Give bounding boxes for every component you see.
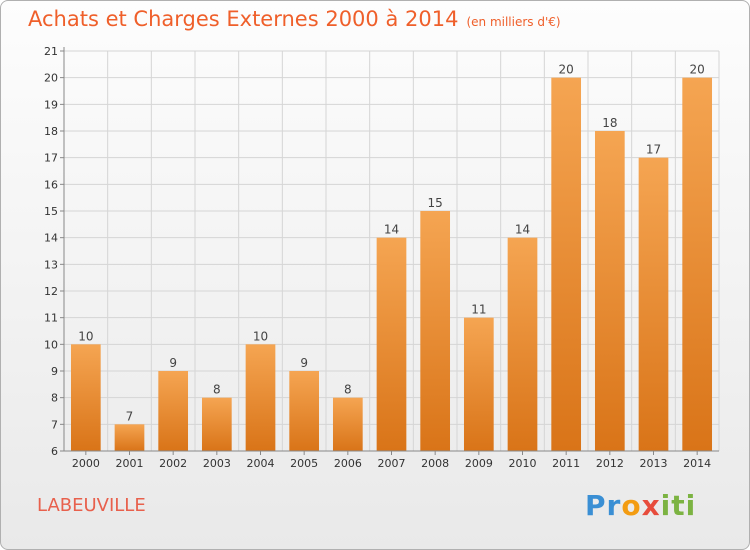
y-tick-label: 19	[44, 98, 58, 111]
value-label-2000: 10	[78, 329, 93, 343]
bar-2001	[114, 424, 145, 451]
bar-2012	[594, 131, 625, 451]
brand-letter: r	[606, 489, 622, 522]
brand-letter: i	[685, 489, 697, 522]
y-tick-label: 14	[44, 232, 58, 245]
chart-title-text: Achats et Charges Externes 2000 à 2014	[28, 7, 459, 31]
value-label-2005: 9	[300, 356, 308, 370]
x-tick-label-2006: 2006	[334, 457, 362, 470]
bar-2004	[245, 344, 276, 451]
axis-layer: 6 7 8 9 10 11 12 13 14 15 16 17 18 19 20 21 2000 2001 2002…	[44, 45, 719, 470]
x-tick-label-2009: 2009	[465, 457, 493, 470]
value-label-2001: 7	[126, 409, 134, 423]
value-label-2006: 8	[344, 383, 352, 397]
brand-letter: i	[660, 489, 672, 522]
y-tick-label: 8	[51, 392, 58, 405]
bar-2003	[201, 397, 232, 451]
y-tick-label: 18	[44, 125, 58, 138]
y-tick-label: 17	[44, 152, 58, 165]
y-tick-label: 21	[44, 45, 58, 58]
chart-subtitle: (en milliers d'€)	[466, 15, 561, 29]
value-label-2008: 15	[428, 196, 443, 210]
y-tick-label: 20	[44, 72, 58, 85]
y-tick-label: 9	[51, 365, 58, 378]
brand-logo: Proxiti	[585, 489, 696, 522]
value-label-2010: 14	[515, 223, 530, 237]
x-tick-label-2000: 2000	[72, 457, 100, 470]
value-label-2002: 9	[169, 356, 177, 370]
brand-letter: t	[671, 489, 686, 522]
x-tick-label-2004: 2004	[247, 457, 275, 470]
value-label-2004: 10	[253, 329, 268, 343]
x-tick-label-2001: 2001	[116, 457, 144, 470]
bar-2014	[682, 77, 713, 452]
x-tick-label-2013: 2013	[640, 457, 668, 470]
y-tick-label: 16	[44, 178, 58, 191]
x-tick-label-2011: 2011	[552, 457, 580, 470]
x-tick-label-2008: 2008	[421, 457, 449, 470]
y-tick-label: 7	[51, 418, 58, 431]
brand-letter: x	[641, 489, 661, 522]
value-label-2003: 8	[213, 383, 221, 397]
y-tick-label: 12	[44, 285, 58, 298]
bar-2007	[376, 237, 407, 451]
value-label-2011: 20	[559, 63, 574, 77]
y-tick-label: 11	[44, 312, 58, 325]
value-label-2014: 20	[690, 63, 705, 77]
place-name: LABEUVILLE	[37, 495, 146, 516]
bar-2006	[332, 397, 363, 451]
x-tick-label-2012: 2012	[596, 457, 624, 470]
chart-title: Achats et Charges Externes 2000 à 2014 (e…	[28, 7, 561, 31]
bar-2005	[289, 371, 320, 451]
x-tick-label-2002: 2002	[159, 457, 187, 470]
brand-letter: o	[621, 489, 642, 522]
value-label-2007: 14	[384, 223, 399, 237]
bar-2000	[70, 344, 101, 451]
x-tick-label-2003: 2003	[203, 457, 231, 470]
y-tick-label: 10	[44, 338, 58, 351]
bar-2013	[638, 157, 669, 451]
value-label-2012: 18	[602, 116, 617, 130]
x-tick-label-2010: 2010	[509, 457, 537, 470]
y-tick-label: 6	[51, 445, 58, 458]
x-tick-label-2005: 2005	[290, 457, 318, 470]
brand-letter: P	[585, 489, 607, 522]
bar-2009	[463, 317, 494, 451]
x-tick-label-2014: 2014	[683, 457, 711, 470]
y-tick-label: 15	[44, 205, 58, 218]
x-tick-label-2007: 2007	[378, 457, 406, 470]
label-layer: 10 7 9 8 10 9 8 14 15 11 14 20 18 17 20	[78, 63, 705, 424]
bar-2008	[420, 211, 451, 451]
value-label-2013: 17	[646, 143, 661, 157]
bar-layer	[70, 77, 713, 452]
bar-2002	[158, 371, 189, 451]
bar-2011	[551, 77, 582, 452]
y-tick-label: 13	[44, 258, 58, 271]
value-label-2009: 11	[471, 303, 486, 317]
bar-2010	[507, 237, 538, 451]
